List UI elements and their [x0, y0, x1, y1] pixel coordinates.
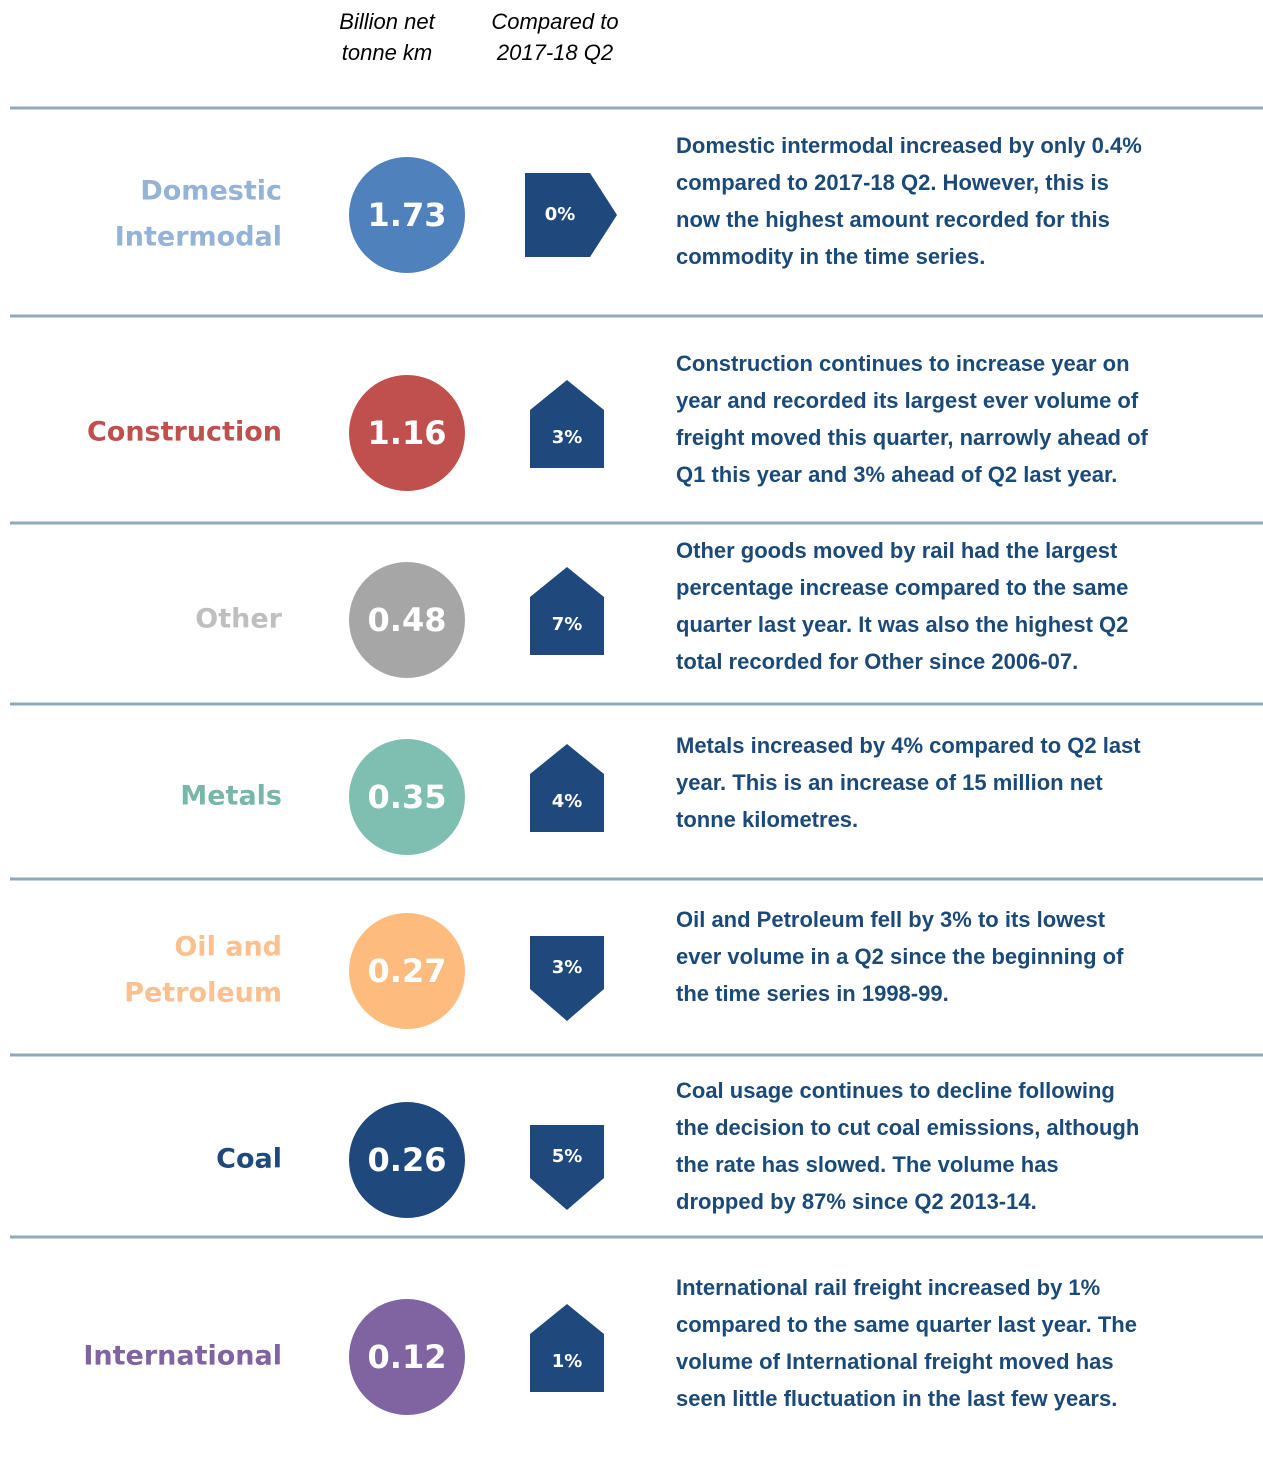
value: 0.27	[368, 952, 447, 990]
description: now the highest amount recorded for this	[676, 207, 1110, 232]
change: 4%	[552, 791, 583, 812]
value-circle	[349, 739, 465, 855]
column-heading: tonne km	[342, 40, 433, 65]
description: Construction continues to increase year …	[676, 351, 1130, 376]
description: compared to 2017-18 Q2. However, this is	[676, 170, 1109, 195]
description: freight moved this quarter, narrowly ahe…	[676, 425, 1149, 450]
row-label: Coal	[216, 1144, 282, 1175]
change: 0%	[545, 204, 576, 225]
change-arrow	[530, 567, 604, 655]
description: the time series in 1998-99.	[676, 981, 949, 1006]
description: total recorded for Other since 2006-07.	[676, 649, 1078, 674]
row-label: International	[83, 1341, 282, 1372]
description: seen little fluctuation in the last few …	[676, 1386, 1117, 1411]
value-circle	[349, 157, 465, 273]
value: 0.12	[368, 1338, 447, 1376]
value-circle	[349, 1299, 465, 1415]
description: International rail freight increased by …	[676, 1275, 1100, 1300]
description: dropped by 87% since Q2 2013-14.	[676, 1189, 1037, 1214]
column-heading: 2017-18 Q2	[496, 40, 613, 65]
description: percentage increase compared to the same	[676, 575, 1128, 600]
change: 3%	[552, 957, 583, 978]
description: volume of International freight moved ha…	[676, 1349, 1114, 1374]
description: Coal usage continues to decline followin…	[676, 1078, 1115, 1103]
change: 3%	[552, 427, 583, 448]
row-label: Domestic	[140, 176, 282, 207]
row-label: Construction	[87, 417, 282, 448]
change: 1%	[552, 1351, 583, 1372]
description: compared to the same quarter last year. …	[676, 1312, 1137, 1337]
description: year. This is an increase of 15 million …	[676, 770, 1103, 795]
row-label: Intermodal	[115, 222, 282, 253]
value-circle	[349, 913, 465, 1029]
description: the decision to cut coal emissions, alth…	[676, 1115, 1139, 1140]
value-circle	[349, 1102, 465, 1218]
description: Oil and Petroleum fell by 3% to its lowe…	[676, 907, 1106, 932]
value: 0.48	[368, 601, 447, 639]
description: commodity in the time series.	[676, 244, 985, 269]
change-arrow	[530, 744, 604, 832]
change: 5%	[552, 1146, 583, 1167]
change-arrow	[525, 173, 617, 257]
change-arrow	[530, 936, 604, 1021]
change-arrow	[530, 1304, 604, 1392]
value: 0.26	[368, 1141, 447, 1179]
description: Metals increased by 4% compared to Q2 la…	[676, 733, 1141, 758]
column-heading: Billion net	[339, 9, 435, 34]
description: ever volume in a Q2 since the beginning …	[676, 944, 1124, 969]
value: 0.35	[368, 778, 447, 816]
description: Domestic intermodal increased by only 0.…	[676, 133, 1142, 158]
row-label: Metals	[180, 781, 282, 812]
value: 1.73	[368, 196, 447, 234]
change-arrow	[530, 380, 604, 468]
change: 7%	[552, 614, 583, 635]
value-circle	[349, 562, 465, 678]
column-heading: Compared to	[491, 9, 618, 34]
description: the rate has slowed. The volume has	[676, 1152, 1059, 1177]
row-label: Oil and	[174, 932, 282, 963]
value-circle	[349, 375, 465, 491]
row-label: Petroleum	[124, 978, 282, 1009]
row-label: Other	[195, 604, 282, 635]
description: year and recorded its largest ever volum…	[676, 388, 1139, 413]
description: quarter last year. It was also the highe…	[676, 612, 1128, 637]
change-arrow	[530, 1125, 604, 1210]
description: Other goods moved by rail had the larges…	[676, 538, 1118, 563]
value: 1.16	[368, 414, 447, 452]
description: Q1 this year and 3% ahead of Q2 last yea…	[676, 462, 1117, 487]
description: tonne kilometres.	[676, 807, 858, 832]
